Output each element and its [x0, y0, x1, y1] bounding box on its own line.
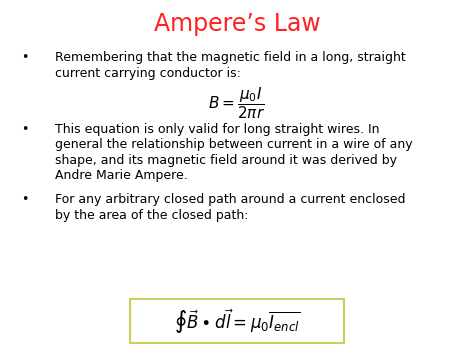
Text: by the area of the closed path:: by the area of the closed path: — [55, 209, 248, 222]
Text: •: • — [21, 51, 29, 65]
Text: $B = \dfrac{\mu_0 I}{2\pi r}$: $B = \dfrac{\mu_0 I}{2\pi r}$ — [209, 85, 265, 121]
FancyBboxPatch shape — [130, 299, 344, 344]
Text: Remembering that the magnetic field in a long, straight: Remembering that the magnetic field in a… — [55, 51, 405, 65]
Text: •: • — [21, 123, 29, 136]
Text: For any arbitrary closed path around a current enclosed: For any arbitrary closed path around a c… — [55, 193, 405, 207]
Text: •: • — [21, 193, 29, 207]
Text: Andre Marie Ampere.: Andre Marie Ampere. — [55, 169, 187, 182]
Text: This equation is only valid for long straight wires. In: This equation is only valid for long str… — [55, 123, 379, 136]
Text: current carrying conductor is:: current carrying conductor is: — [55, 67, 240, 80]
Text: $\oint \vec{B} \bullet d\vec{l} = \mu_0 \overline{I_{encl}}$: $\oint \vec{B} \bullet d\vec{l} = \mu_0 … — [174, 307, 300, 335]
Text: shape, and its magnetic field around it was derived by: shape, and its magnetic field around it … — [55, 154, 397, 167]
Text: Ampere’s Law: Ampere’s Law — [154, 12, 320, 37]
Text: general the relationship between current in a wire of any: general the relationship between current… — [55, 138, 412, 152]
